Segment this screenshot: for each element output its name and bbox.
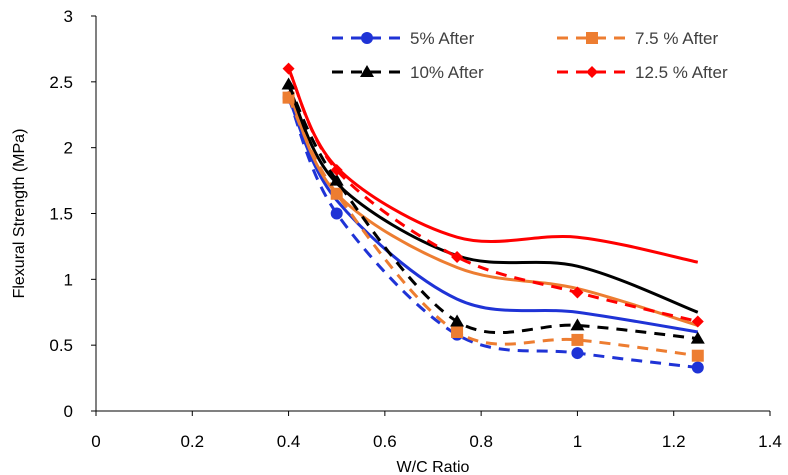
x-tick-label: 0 [91,432,100,451]
marker-diamond [282,62,295,75]
dashed-series-line [287,97,698,370]
x-tick-label: 1 [573,432,582,451]
legend: 5% After 7.5 % After 10% After 12.5 % After [332,29,728,82]
y-tick-label: 3 [64,7,73,26]
marker-square [586,32,598,44]
x-axis-title: W/C Ratio [397,459,470,475]
series-7 [282,62,704,328]
marker-square [451,326,464,338]
legend-label: 5% After [410,29,475,48]
legend-label: 10% After [410,63,484,82]
x-tick-label: 1.4 [758,432,782,451]
solid-series-line [287,96,699,334]
marker-square [330,187,343,200]
legend-item: 7.5 % After [557,29,718,48]
marker-triangle [570,318,585,331]
series-layer [281,62,705,374]
dashed-series-line [287,68,699,323]
marker-diamond [571,286,584,299]
x-tick-label: 1.2 [662,432,686,451]
legend-item: 10% After [332,63,484,82]
marker-diamond [691,315,704,328]
series-5 [282,91,704,362]
y-tick-label: 2.5 [49,73,73,92]
marker-square [691,349,704,362]
marker-triangle [281,77,296,90]
marker-diamond [330,164,343,177]
series-1 [287,90,699,327]
marker-triangle [690,331,705,344]
marker-triangle [329,173,344,186]
marker-triangle [450,314,465,327]
y-tick-label: 0 [64,402,73,421]
y-tick-label: 1 [64,270,73,289]
legend-item: 12.5 % After [557,63,728,82]
series-0 [287,96,699,334]
legend-item: 5% After [332,29,475,48]
marker-diamond [586,66,598,78]
marker-circle [361,32,373,44]
x-tick-label: 0.6 [373,432,397,451]
marker-square [571,333,584,346]
marker-triangle [360,65,374,77]
series-6 [281,77,705,344]
marker-circle [571,347,584,360]
axes: 0 0.2 0.4 0.6 0.8 1 1.2 1.4 0 0.5 1 1.5 2 2.5 3 [49,7,781,451]
x-tick-label: 0.4 [277,432,301,451]
legend-label: 7.5 % After [635,29,718,48]
x-tick-label: 0.2 [180,432,204,451]
marker-circle [691,361,704,374]
marker-circle [330,207,343,220]
y-tick-label: 0.5 [49,336,73,355]
legend-label: 12.5 % After [635,63,728,82]
y-tick-label: 2 [64,139,73,158]
y-axis-title: Flexural Strength (MPa) [11,129,28,299]
solid-series-line [287,90,699,327]
marker-diamond [451,250,464,263]
x-tick-label: 0.8 [469,432,493,451]
y-tick-label: 1.5 [49,205,73,224]
